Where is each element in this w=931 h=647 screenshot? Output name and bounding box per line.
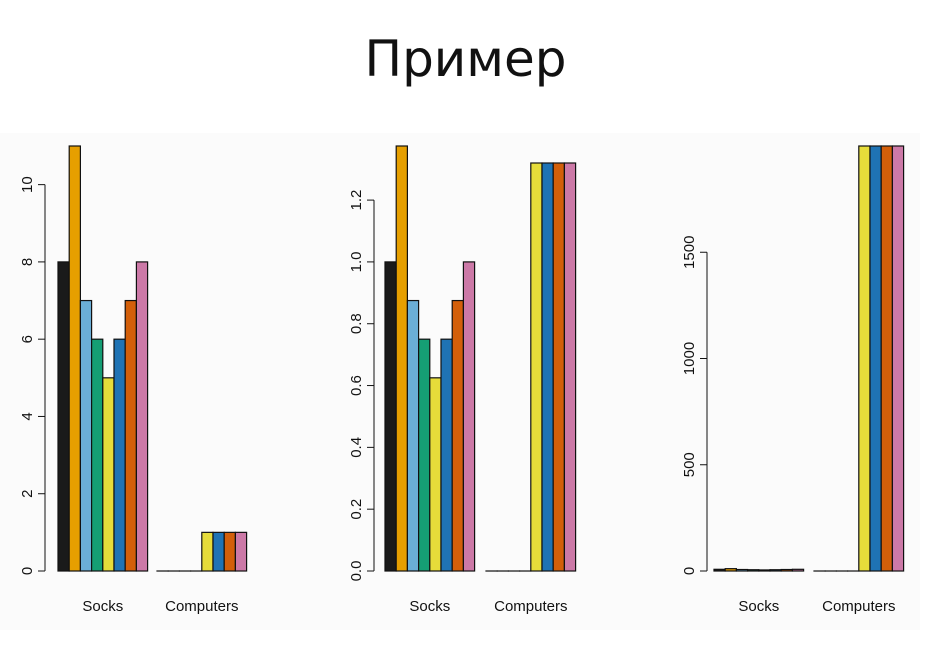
y-tick-label: 1000 [681, 342, 698, 375]
y-tick-label: 0 [19, 567, 36, 575]
y-tick-label: 1.2 [348, 190, 365, 211]
bar-socks-4 [746, 569, 760, 572]
bar-socks-2 [395, 145, 409, 572]
y-tick-label: 0.4 [348, 437, 365, 458]
y-tick-label: 8 [19, 258, 36, 266]
bar-computers-5 [858, 145, 871, 572]
bar-socks-1 [713, 568, 726, 572]
bar-computers-8 [563, 162, 577, 572]
y-tick-label: 0.0 [348, 561, 365, 582]
panel-normalized: 0.0 0.2 0.4 0.6 0.8 1.0 1.2 Socks Computers [348, 145, 577, 615]
bar-socks-8 [791, 568, 805, 572]
bar-socks-3 [79, 299, 93, 572]
category-label-socks: Socks [738, 598, 779, 615]
slide-title: Пример [364, 30, 567, 88]
bar-socks-4 [418, 338, 431, 572]
y-tick-label: 10 [19, 176, 36, 193]
bar-socks-6 [113, 338, 126, 572]
bar-computers-5 [530, 162, 543, 572]
bar-computers-6 [212, 531, 225, 572]
category-label-computers: Computers [494, 598, 567, 615]
y-tick-label: 1.0 [348, 251, 365, 272]
bar-computers-7 [552, 162, 566, 572]
y-tick-label: 0.6 [348, 375, 365, 396]
bar-socks-3 [406, 299, 420, 572]
bar-socks-8 [135, 261, 149, 572]
panel-counts: 0 2 4 6 8 10 Socks Computers [19, 145, 248, 615]
bar-socks-3 [735, 568, 749, 572]
category-label-socks: Socks [409, 598, 450, 615]
bar-socks-2 [68, 145, 81, 572]
bar-socks-6 [440, 338, 453, 572]
y-tick-label: 0.8 [348, 313, 365, 334]
category-label-socks: Socks [82, 598, 123, 615]
panel-scaled: 0 500 1000 1500 Socks Computers [681, 145, 905, 615]
y-tick-label: 4 [19, 412, 36, 420]
bar-computers-6 [869, 145, 882, 572]
y-tick-label: 2 [19, 490, 36, 498]
bar-socks-6 [769, 569, 782, 572]
y-tick-label: 500 [681, 452, 698, 477]
bar-computers-8 [891, 145, 905, 572]
bar-computers-8 [234, 531, 248, 572]
category-label-computers: Computers [822, 598, 895, 615]
bar-computers-5 [201, 531, 214, 572]
bar-socks-1 [384, 261, 397, 572]
bar-socks-7 [780, 568, 794, 572]
bar-computers-6 [541, 162, 554, 572]
y-tick-label: 0 [681, 567, 698, 575]
y-tick-label: 1500 [681, 236, 698, 269]
category-label-computers: Computers [165, 598, 238, 615]
bar-socks-5 [429, 377, 442, 572]
bar-computers-7 [880, 145, 894, 572]
bar-socks-5 [102, 377, 115, 572]
bar-computers-7 [223, 531, 236, 572]
bar-socks-2 [724, 568, 738, 572]
bar-socks-4 [90, 338, 104, 572]
bar-socks-8 [462, 261, 476, 572]
bar-socks-7 [451, 299, 465, 572]
bar-socks-1 [57, 261, 70, 572]
y-tick-label: 6 [19, 335, 36, 343]
bar-socks-7 [124, 299, 137, 572]
bar-socks-5 [758, 569, 771, 572]
y-tick-label: 0.2 [348, 499, 365, 520]
